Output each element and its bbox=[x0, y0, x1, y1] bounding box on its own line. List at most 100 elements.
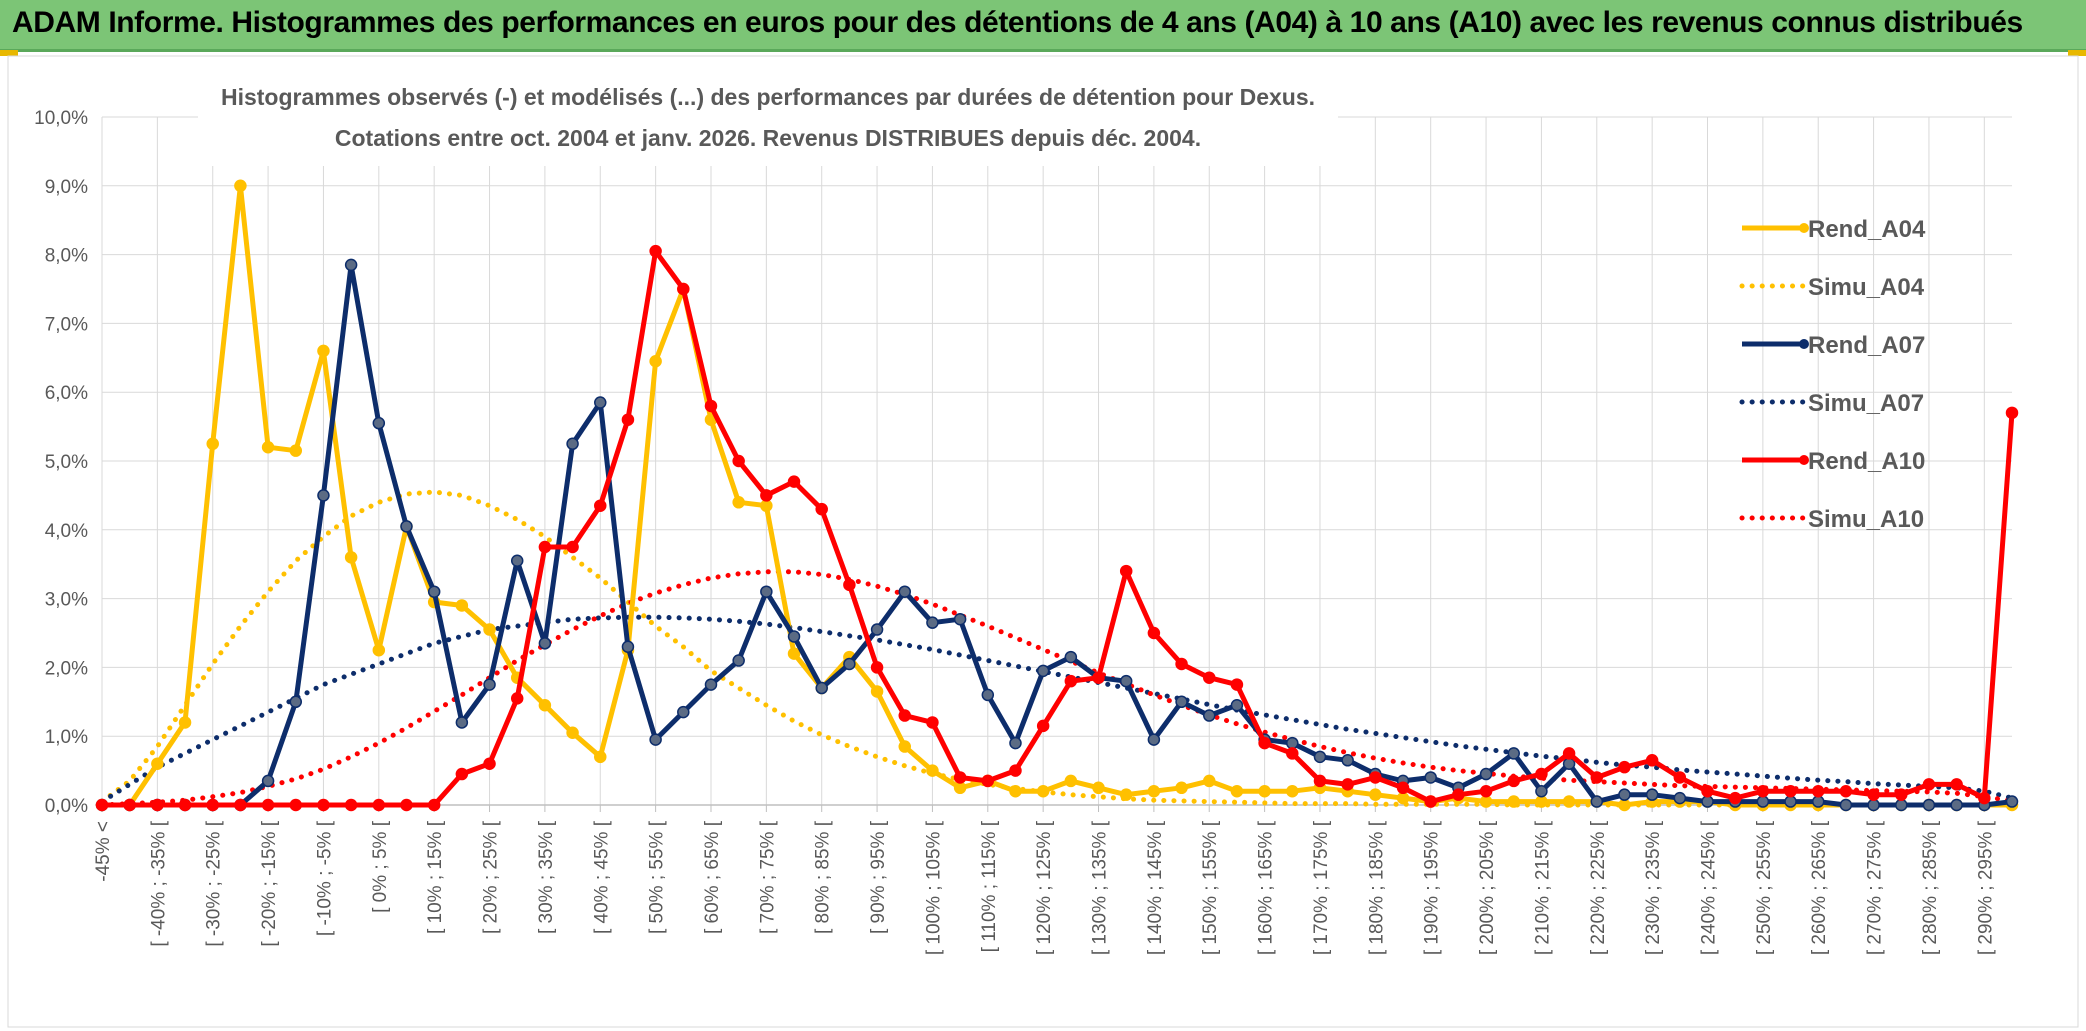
data-point bbox=[400, 798, 413, 812]
x-tick-label: -45% < bbox=[93, 821, 114, 882]
series-rend-a04 bbox=[95, 179, 2019, 812]
legend-marker bbox=[1799, 455, 1809, 465]
data-point bbox=[178, 716, 192, 729]
data-point bbox=[510, 692, 524, 705]
data-point bbox=[538, 540, 552, 554]
data-point bbox=[649, 733, 662, 746]
data-point bbox=[1701, 784, 1714, 798]
series-rend-a10 bbox=[95, 244, 2019, 812]
data-point bbox=[1950, 778, 1963, 791]
data-point bbox=[372, 643, 386, 657]
data-point bbox=[1590, 795, 1604, 808]
data-point bbox=[1036, 719, 1050, 733]
x-tick-label: [ 140% ; 145% [ bbox=[1145, 820, 1166, 955]
legend-label: Rend_A04 bbox=[1808, 216, 1926, 243]
data-point bbox=[1479, 784, 1493, 798]
legend-label: Rend_A10 bbox=[1808, 448, 1925, 475]
data-point bbox=[1922, 778, 1936, 791]
data-point bbox=[1009, 736, 1022, 750]
data-point bbox=[677, 282, 690, 296]
data-point bbox=[206, 437, 219, 451]
data-point bbox=[1950, 798, 1963, 812]
chart-legend: Rend_A04 Simu_A04 Rend_A07 Simu_A07 Rend_A10… bbox=[1739, 216, 1926, 533]
data-point bbox=[1590, 771, 1604, 784]
x-tick-label: [ 280% ; 285% [ bbox=[1920, 820, 1941, 955]
data-point bbox=[1535, 784, 1548, 798]
legend-label: Simu_A04 bbox=[1808, 274, 1925, 301]
data-point bbox=[1756, 784, 1770, 798]
series-line bbox=[102, 248, 2015, 808]
data-point bbox=[732, 654, 745, 667]
data-point bbox=[1009, 784, 1022, 798]
data-point bbox=[400, 520, 413, 533]
x-tick-label: [ 90% ; 95% [ bbox=[868, 820, 889, 934]
data-point bbox=[870, 623, 884, 636]
data-point bbox=[898, 585, 912, 598]
data-point bbox=[981, 688, 995, 702]
x-tick-label: [ 130% ; 135% [ bbox=[1090, 820, 1111, 955]
data-point bbox=[1867, 788, 1880, 801]
data-point bbox=[1313, 750, 1327, 764]
legend-item: Simu_A07 bbox=[1739, 390, 1924, 417]
data-point bbox=[1286, 736, 1299, 750]
data-point bbox=[95, 798, 109, 812]
data-point bbox=[843, 578, 856, 592]
data-point bbox=[1507, 747, 1520, 760]
data-point bbox=[1507, 795, 1520, 808]
series-line bbox=[99, 489, 2015, 808]
x-tick-label: [ 60% ; 65% [ bbox=[702, 820, 723, 934]
data-point bbox=[787, 647, 801, 660]
x-tick-label: [ 120% ; 125% [ bbox=[1034, 820, 1055, 955]
x-tick-label: [ 190% ; 195% [ bbox=[1422, 820, 1443, 955]
legend-label: Simu_A07 bbox=[1808, 390, 1924, 417]
data-point bbox=[1618, 760, 1631, 774]
data-point bbox=[1756, 795, 1770, 808]
data-point bbox=[1424, 771, 1437, 784]
performance-histogram-chart: 0,0% 1,0% 2,0% 3,0% 4,0% 5,0% 6,0% 7,0% 8,0% 9,0%… bbox=[7, 55, 2079, 1028]
data-point bbox=[1728, 791, 1742, 805]
data-point bbox=[926, 764, 939, 777]
data-point bbox=[787, 475, 801, 488]
data-point bbox=[760, 489, 773, 502]
data-point bbox=[1673, 791, 1687, 805]
data-point bbox=[483, 623, 496, 636]
data-point bbox=[427, 585, 441, 598]
data-point bbox=[1978, 791, 1991, 805]
x-tick-label: [ 50% ; 55% [ bbox=[647, 820, 668, 934]
data-point bbox=[317, 489, 330, 502]
data-point bbox=[372, 416, 386, 430]
y-tick-label: 10,0% bbox=[34, 108, 88, 129]
x-tick-label: [ -40% ; -35% [ bbox=[148, 820, 169, 946]
x-tick-label: [ 220% ; 225% [ bbox=[1588, 820, 1609, 955]
data-point bbox=[1784, 784, 1797, 798]
x-tick-label: [ 10% ; 15% [ bbox=[425, 820, 446, 934]
x-tick-label: [ 180% ; 185% [ bbox=[1366, 820, 1387, 955]
data-point bbox=[704, 399, 718, 413]
y-tick-label: 8,0% bbox=[45, 246, 88, 267]
data-point bbox=[427, 798, 441, 812]
data-point bbox=[1562, 795, 1576, 808]
data-point bbox=[151, 757, 164, 770]
data-point bbox=[261, 774, 275, 788]
data-point bbox=[455, 767, 469, 781]
data-point bbox=[732, 496, 745, 509]
corner-accent-left bbox=[0, 50, 18, 56]
data-point bbox=[787, 630, 801, 643]
x-tick-label: [ 150% ; 155% [ bbox=[1200, 820, 1221, 955]
legend-item: Rend_A04 bbox=[1742, 216, 1926, 243]
data-point bbox=[234, 798, 247, 812]
data-point bbox=[2005, 795, 2019, 808]
data-point bbox=[1286, 747, 1299, 760]
data-point bbox=[566, 540, 579, 554]
data-point bbox=[1258, 784, 1271, 798]
data-point bbox=[953, 612, 967, 626]
data-point bbox=[1286, 784, 1299, 798]
data-point bbox=[261, 798, 275, 812]
data-point bbox=[953, 771, 967, 784]
x-tick-label: [ 240% ; 245% [ bbox=[1699, 820, 1720, 955]
data-point bbox=[843, 657, 856, 671]
series-line bbox=[102, 183, 2012, 808]
data-point bbox=[1064, 674, 1078, 688]
series-line bbox=[102, 262, 2013, 808]
data-point bbox=[234, 179, 247, 193]
